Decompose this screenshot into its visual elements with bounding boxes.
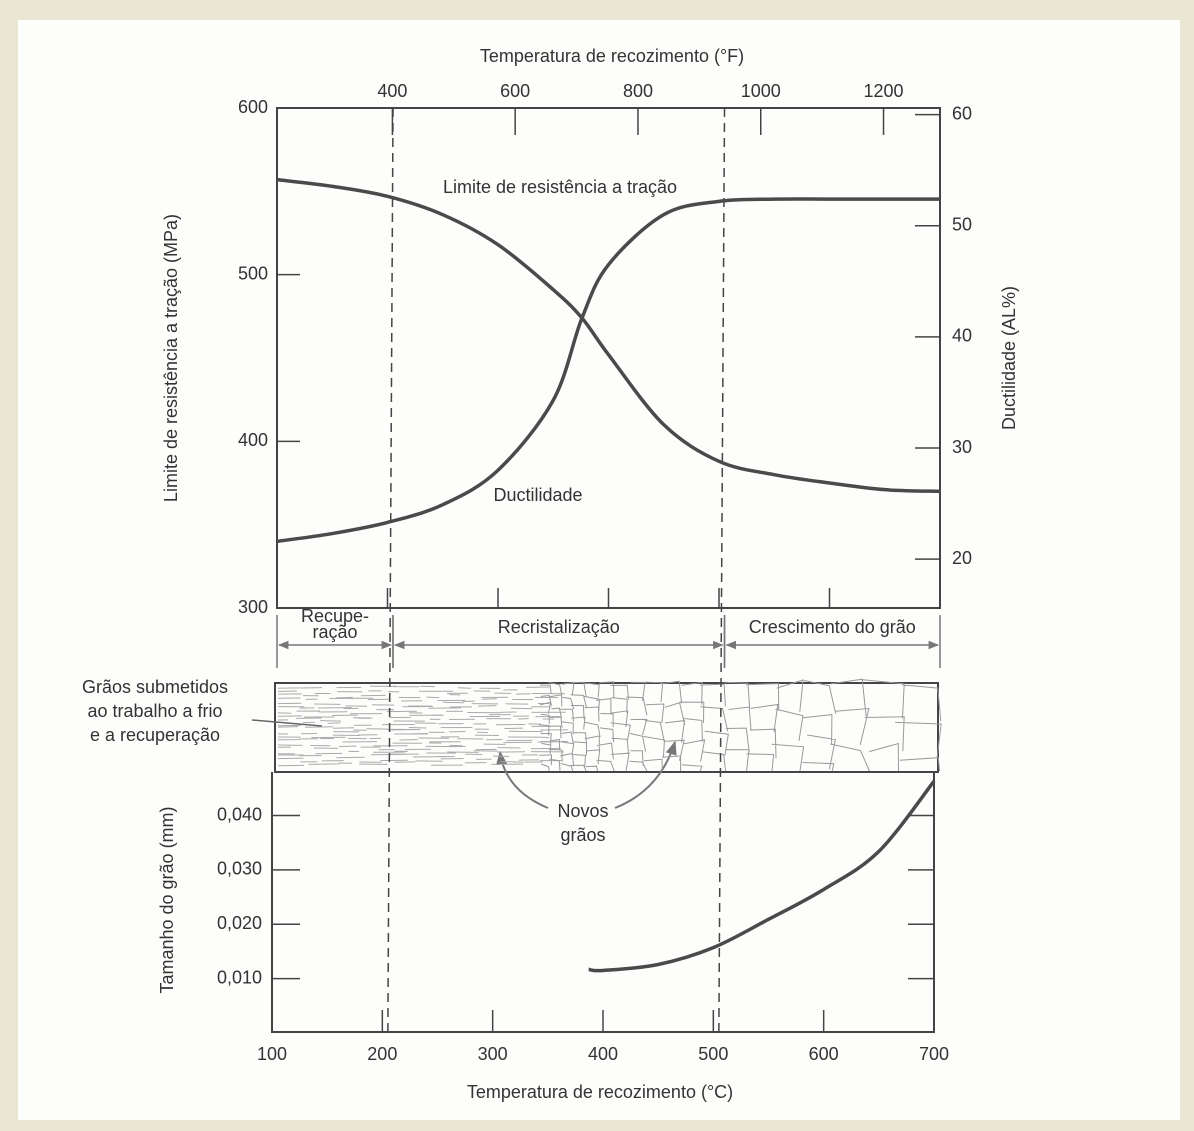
y-tick-label: 0,020: [217, 913, 262, 933]
region-label: ração: [312, 622, 357, 642]
x-tick-label: 600: [809, 1044, 839, 1064]
y-tick-label: 0,030: [217, 859, 262, 879]
x2-tick-label: 800: [623, 81, 653, 101]
region-label: Recristalização: [498, 617, 620, 637]
x-tick-label: 400: [588, 1044, 618, 1064]
leader-arrow: [496, 750, 549, 809]
paper: [18, 20, 1180, 1120]
new-grains: [539, 679, 942, 771]
x-tick-label: 300: [478, 1044, 508, 1064]
annotation: Grãos submetidos: [82, 677, 228, 697]
left-axis-title: Limite de resistência a tração (MPa): [161, 214, 181, 502]
region-boundary: [718, 107, 726, 1033]
microstructure-band: [274, 682, 939, 773]
x-tick-label: 200: [367, 1044, 397, 1064]
y2-tick-label: 40: [952, 326, 972, 346]
x2-tick-label: 1200: [863, 81, 903, 101]
y-tick-label: 0,040: [217, 804, 262, 824]
right-axis-title: Ductilidade (AL%): [999, 286, 1019, 430]
y-tick-label: 500: [238, 263, 268, 283]
curve: [276, 197, 940, 544]
curve-label: Ductilidade: [493, 485, 582, 505]
y2-tick-label: 60: [952, 103, 972, 123]
y2-tick-label: 30: [952, 437, 972, 457]
leader-arrow: [614, 740, 677, 809]
annotation: Novos: [557, 801, 608, 821]
y-tick-label: 400: [238, 430, 268, 450]
x-tick-label: 500: [698, 1044, 728, 1064]
annotation: e a recuperação: [90, 725, 220, 745]
grain-curve: [588, 780, 936, 973]
bottom-axis-title: Temperatura de recozimento (°C): [467, 1082, 733, 1102]
x2-tick-label: 1000: [741, 81, 781, 101]
x2-tick-label: 600: [500, 81, 530, 101]
curve-label: Limite de resistência a tração: [443, 177, 677, 197]
region-label: Recupe-: [301, 606, 369, 626]
region-label: Crescimento do grão: [749, 617, 916, 637]
top-axis-title: Temperatura de recozimento (°F): [480, 46, 744, 66]
y2-tick-label: 20: [952, 548, 972, 568]
grain-axis-title: Tamanho do grão (mm): [157, 806, 177, 993]
y2-tick-label: 50: [952, 215, 972, 235]
region-boundary: [387, 107, 394, 1033]
annotation: ao trabalho a frio: [87, 701, 222, 721]
y-tick-label: 0,010: [217, 967, 262, 987]
curve: [276, 177, 941, 494]
annotation: grãos: [560, 825, 605, 845]
leader-line: [251, 719, 323, 727]
x2-tick-label: 400: [377, 81, 407, 101]
y-tick-label: 300: [238, 597, 268, 617]
y-tick-label: 600: [238, 97, 268, 117]
x-tick-label: 100: [257, 1044, 287, 1064]
x-tick-label: 700: [919, 1044, 949, 1064]
cold-worked-grains: [277, 685, 569, 767]
